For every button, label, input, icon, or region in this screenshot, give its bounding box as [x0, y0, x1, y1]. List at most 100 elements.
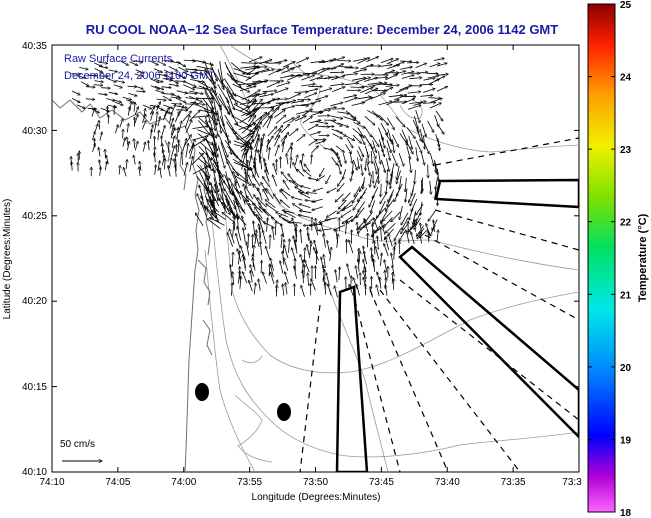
current-vector — [185, 102, 196, 112]
current-vector — [326, 210, 337, 218]
current-vector — [298, 215, 311, 218]
current-vector — [337, 164, 341, 174]
current-vector — [386, 181, 388, 194]
current-vector — [157, 117, 160, 127]
radar-site-marker — [277, 403, 291, 421]
current-vector — [225, 132, 231, 154]
current-vector — [241, 73, 258, 74]
current-vector — [219, 104, 225, 126]
current-vector — [420, 201, 423, 215]
current-vector — [231, 168, 248, 182]
current-vector — [380, 277, 381, 289]
current-vector — [349, 240, 354, 254]
current-vector — [282, 62, 295, 68]
current-vector — [232, 283, 233, 296]
current-vector — [217, 68, 224, 90]
current-vector — [154, 78, 163, 82]
current-vector — [233, 103, 251, 113]
current-vector — [315, 218, 319, 232]
current-vector — [430, 180, 431, 194]
current-vector — [192, 166, 208, 175]
current-vector — [267, 218, 268, 232]
current-vector — [98, 94, 107, 95]
current-vector — [436, 63, 447, 67]
current-vector — [401, 212, 409, 225]
current-vector — [385, 85, 400, 87]
current-vector — [203, 107, 216, 124]
current-vector — [430, 98, 443, 103]
current-vector — [254, 126, 260, 140]
current-vector — [196, 175, 208, 191]
current-vector — [311, 279, 316, 291]
current-vector — [399, 85, 412, 91]
current-vector — [134, 139, 135, 148]
colorbar-tick-label: 18 — [620, 508, 632, 518]
current-vector — [276, 66, 289, 73]
current-vector — [149, 106, 155, 115]
current-vector — [266, 139, 269, 152]
current-vector — [392, 134, 398, 147]
current-vector — [190, 79, 204, 82]
current-vector — [436, 86, 448, 92]
current-vector — [99, 65, 108, 68]
current-vector — [213, 99, 218, 121]
current-vector — [227, 163, 237, 183]
current-vector — [359, 251, 360, 265]
current-vector — [359, 180, 365, 192]
current-vector — [101, 88, 110, 89]
current-vector — [376, 285, 380, 296]
current-vector — [396, 170, 401, 184]
current-vector — [178, 121, 182, 134]
current-vector — [391, 153, 397, 166]
current-vector — [212, 169, 219, 192]
current-vector — [219, 93, 229, 114]
current-vector — [171, 146, 175, 157]
current-vector — [107, 78, 116, 82]
current-vector — [280, 200, 290, 209]
current-vector — [105, 161, 107, 171]
current-vector — [182, 71, 194, 77]
current-vector — [387, 193, 393, 207]
current-vector — [157, 112, 158, 122]
current-vector — [356, 266, 358, 279]
current-vector — [71, 90, 80, 95]
current-vector — [72, 162, 73, 171]
current-vector — [263, 272, 267, 284]
current-vector — [395, 116, 405, 128]
current-vector — [389, 171, 394, 184]
current-vector — [352, 78, 366, 81]
current-vector — [410, 193, 416, 206]
current-vector — [285, 283, 288, 295]
current-vector — [309, 120, 322, 124]
current-vector — [237, 226, 242, 241]
current-vector — [372, 186, 379, 199]
current-vector — [157, 161, 160, 171]
current-vector — [218, 135, 228, 158]
current-vector — [119, 119, 123, 128]
current-vector — [280, 124, 290, 134]
current-vector — [406, 145, 411, 160]
current-vector — [436, 123, 444, 135]
current-vector — [265, 170, 270, 182]
current-vector — [263, 189, 270, 201]
current-vector — [99, 147, 101, 157]
current-vector — [183, 60, 196, 61]
current-vector — [358, 201, 366, 212]
current-vector — [385, 223, 396, 233]
y-tick-label: 40:25 — [22, 211, 47, 222]
current-vector — [99, 132, 102, 141]
colorbar-ticks — [588, 3, 615, 513]
current-vector — [212, 114, 218, 136]
current-vector — [405, 177, 406, 192]
current-vector — [335, 193, 344, 202]
current-vector — [155, 165, 156, 175]
current-vector — [232, 152, 247, 166]
current-vector — [282, 118, 294, 124]
current-vector — [229, 229, 235, 244]
current-vector — [380, 122, 388, 135]
current-vector — [311, 155, 312, 165]
current-vector — [356, 150, 362, 162]
current-vector — [258, 279, 261, 291]
current-vector — [178, 140, 179, 153]
current-vector — [275, 115, 286, 124]
